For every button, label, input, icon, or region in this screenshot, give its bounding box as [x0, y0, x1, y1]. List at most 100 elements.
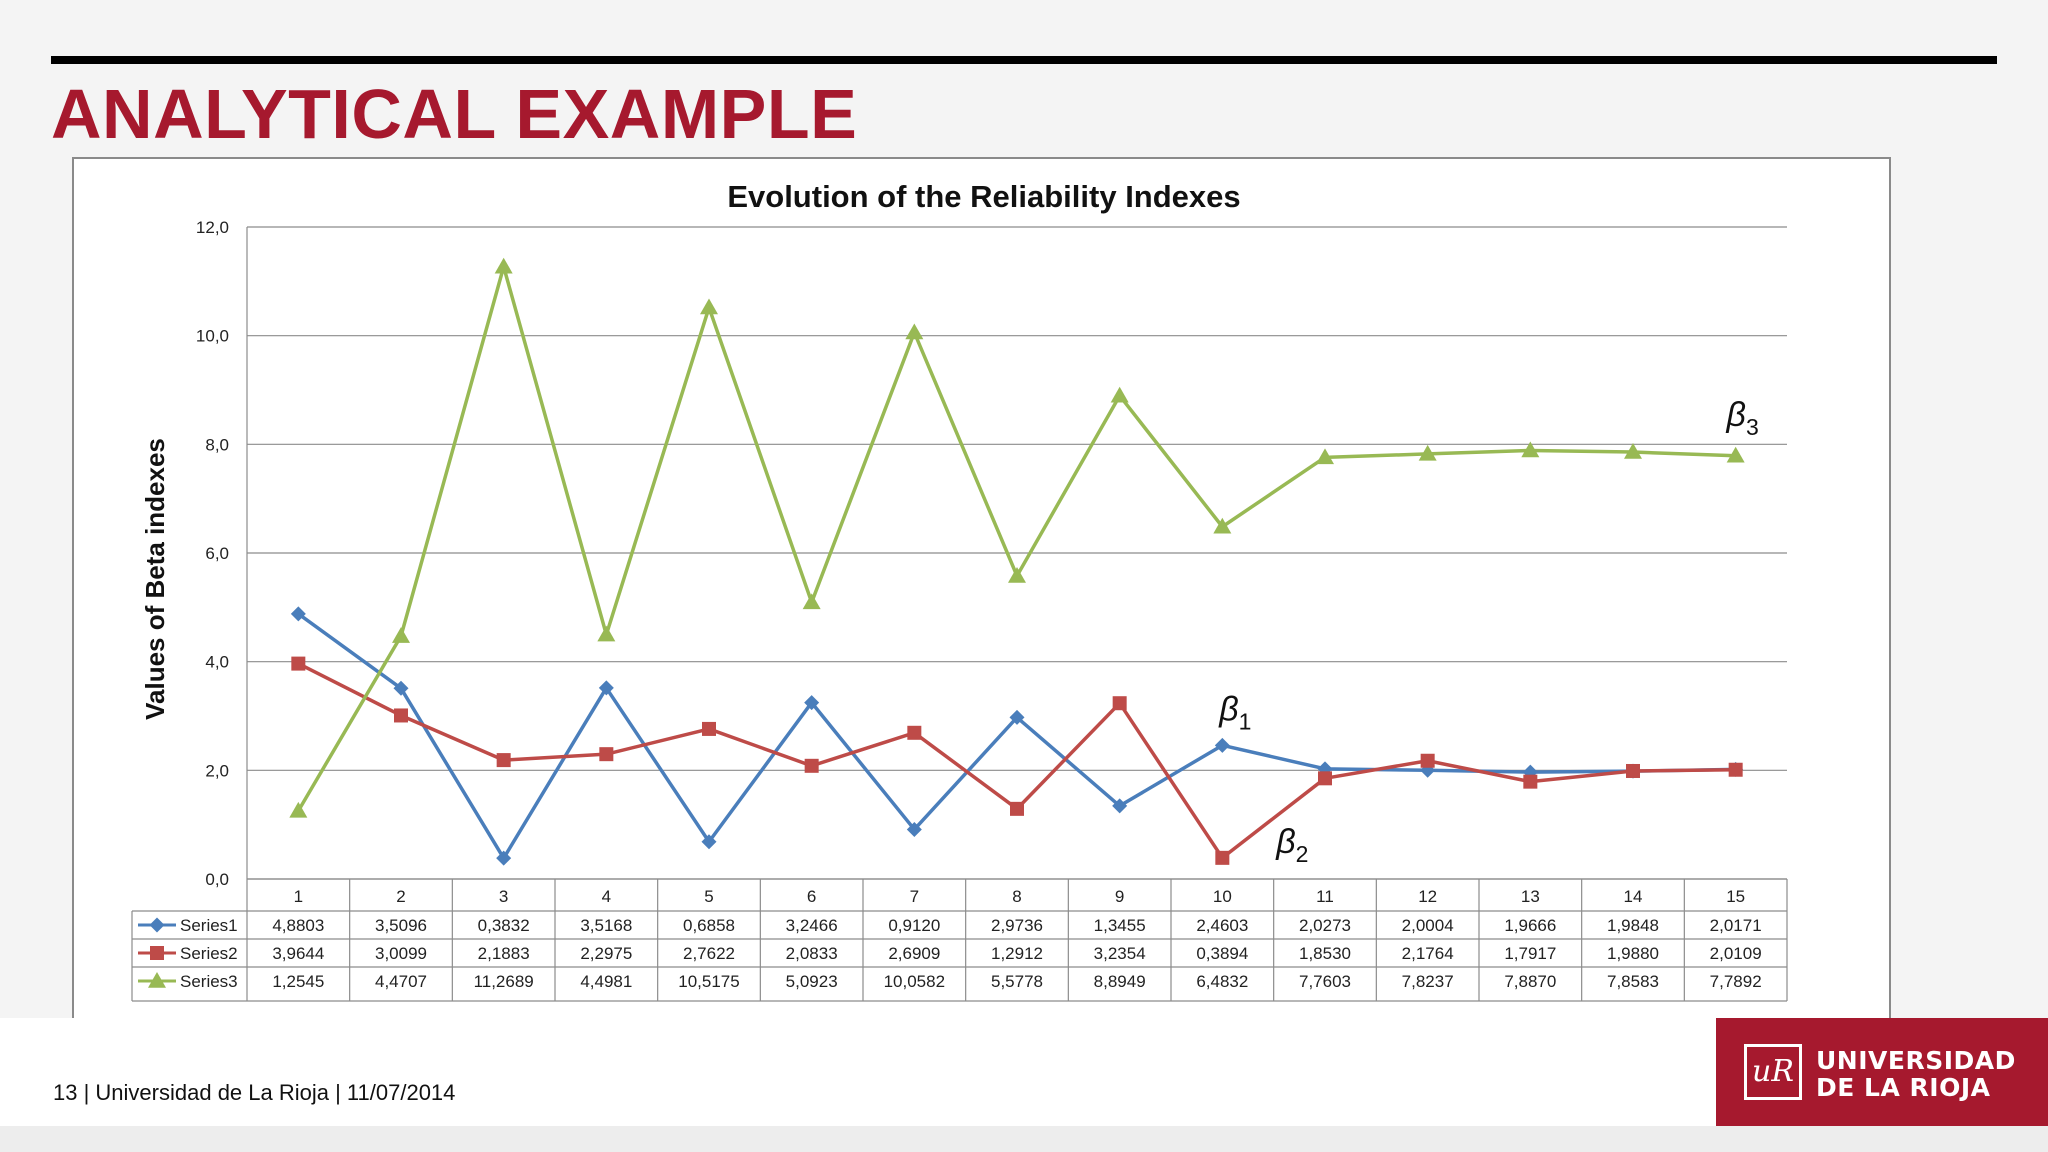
- footer-text: 13 | Universidad de La Rioja | 11/07/201…: [53, 1080, 456, 1105]
- data-point: [1726, 446, 1745, 463]
- top-rule: [51, 56, 1997, 64]
- table-cell: 1,7917: [1504, 944, 1556, 963]
- data-point: [289, 801, 308, 818]
- table-cell: 1,8530: [1299, 944, 1351, 963]
- table-cell: 1,2912: [991, 944, 1043, 963]
- table-cell: 1,3455: [1094, 916, 1146, 935]
- table-cell: 0,6858: [683, 916, 735, 935]
- beta-subscript: 2: [1296, 841, 1309, 867]
- table-cell: 2,0004: [1402, 916, 1454, 935]
- data-point: [597, 625, 616, 642]
- data-point: [1112, 798, 1128, 814]
- data-point: [598, 680, 614, 696]
- table-cell: 5,5778: [991, 972, 1043, 991]
- table-cell: 7,8237: [1402, 972, 1454, 991]
- table-cell: 7,7603: [1299, 972, 1351, 991]
- table-cell: 2,0109: [1710, 944, 1762, 963]
- data-point: [1626, 763, 1640, 778]
- table-cell: 10,5175: [678, 972, 739, 991]
- series-3: [289, 257, 1745, 818]
- series-2: [291, 656, 1743, 865]
- table-cell: 2,1764: [1402, 944, 1454, 963]
- y-tick-label: 12,0: [196, 218, 229, 237]
- logo-line-1: UNIVERSIDAD: [1816, 1046, 2016, 1075]
- beta-symbol: β: [1218, 690, 1238, 728]
- data-point: [394, 708, 408, 723]
- series-line: [297, 662, 1736, 860]
- table-cell: 11,2689: [474, 972, 534, 991]
- chart-frame: Evolution of the Reliability Indexes Valu…: [72, 157, 1891, 1030]
- logo-text: UNIVERSIDAD DE LA RIOJA: [1816, 1047, 2016, 1101]
- table-cell: 3,2466: [786, 916, 838, 935]
- table-cell: 4,4981: [580, 972, 632, 991]
- beta-subscript: 1: [1239, 708, 1252, 734]
- data-point: [1728, 762, 1743, 777]
- data-point: [1418, 444, 1437, 461]
- beta-symbol: β: [1275, 823, 1295, 861]
- data-point: [1010, 801, 1024, 816]
- beta-subscript: 3: [1746, 414, 1759, 440]
- table-cell: 7,7892: [1710, 972, 1762, 991]
- table-cell: 2,0273: [1299, 916, 1351, 935]
- reliability-line-chart: Evolution of the Reliability Indexes Valu…: [131, 179, 1788, 1002]
- data-point: [599, 747, 614, 762]
- bottom-band: [0, 1126, 2048, 1152]
- page-title: ANALYTICAL EXAMPLE: [51, 75, 858, 153]
- table-cell: 2,0171: [1710, 916, 1762, 935]
- logo-mark-icon: uR: [1744, 1044, 1802, 1100]
- table-cell: 2,7622: [683, 944, 735, 963]
- table-cell: 1,2545: [272, 972, 324, 991]
- university-logo: uR UNIVERSIDAD DE LA RIOJA: [1716, 1018, 2048, 1126]
- table-cell: 7,8870: [1504, 972, 1556, 991]
- x-tick-label: 14: [1624, 887, 1643, 906]
- table-cell: 6,4832: [1196, 972, 1248, 991]
- x-tick-label: 12: [1418, 887, 1437, 906]
- data-point: [393, 680, 409, 696]
- chart-title: Evolution of the Reliability Indexes: [727, 179, 1240, 214]
- table-cell: 4,4707: [375, 972, 427, 991]
- data-point: [1523, 774, 1538, 789]
- table-cell: 7,8583: [1607, 972, 1659, 991]
- data-point: [496, 753, 511, 768]
- x-tick-label: 15: [1726, 887, 1745, 906]
- legend-marker: [150, 946, 164, 960]
- table-cell: 2,4603: [1196, 916, 1248, 935]
- x-tick-label: 5: [704, 887, 713, 906]
- data-point: [804, 758, 819, 773]
- table-cell: 2,0833: [786, 944, 838, 963]
- legend-marker: [149, 917, 165, 933]
- logo-line-2: DE LA RIOJA: [1816, 1073, 1991, 1102]
- table-cell: 3,0099: [375, 944, 427, 963]
- data-point: [1009, 709, 1025, 725]
- data-point: [290, 606, 306, 622]
- data-point: [906, 821, 922, 837]
- y-tick-label: 6,0: [205, 544, 229, 563]
- beta-symbol: β: [1726, 396, 1746, 434]
- table-cell: 2,2975: [580, 944, 632, 963]
- beta-annotation: β1: [1218, 690, 1251, 734]
- x-tick-label: 4: [602, 887, 611, 906]
- y-tick-label: 4,0: [205, 653, 229, 672]
- data-point: [804, 695, 820, 711]
- table-cell: 3,2354: [1094, 944, 1146, 963]
- table-cell: 1,9880: [1607, 944, 1659, 963]
- gridlines: [247, 226, 1787, 880]
- table-cell: 2,9736: [991, 916, 1043, 935]
- data-point: [1215, 850, 1230, 865]
- y-axis-label: Values of Beta indexes: [140, 438, 170, 720]
- table-cell: 0,9120: [888, 916, 940, 935]
- beta-annotation: β2: [1275, 823, 1308, 867]
- data-point: [1521, 441, 1540, 458]
- data-point: [701, 834, 717, 850]
- beta-annotation: β3: [1726, 396, 1759, 440]
- table-cell: 0,3894: [1196, 944, 1248, 963]
- x-tick-label: 8: [1012, 887, 1021, 906]
- data-point: [907, 725, 922, 740]
- x-tick-label: 10: [1213, 887, 1232, 906]
- x-tick-label: 2: [396, 887, 405, 906]
- y-tick-label: 0,0: [205, 870, 229, 889]
- data-point: [496, 850, 512, 866]
- table-cell: 1,9666: [1504, 916, 1556, 935]
- data-point: [291, 656, 306, 671]
